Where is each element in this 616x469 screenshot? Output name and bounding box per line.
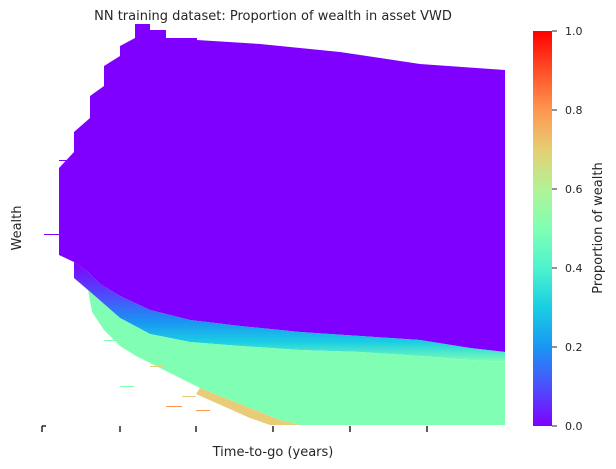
heatmap-streaks: [44, 28, 210, 411]
colorbar-tick-label: 0.0: [565, 420, 583, 433]
x-axis-label: Time-to-go (years): [212, 445, 334, 460]
heatmap-region-zero: [59, 24, 505, 352]
colorbar-tick-label: 0.8: [565, 104, 583, 117]
heatmap-region-orange: [196, 388, 300, 425]
colorbar-tick-label: 0.2: [565, 341, 583, 354]
x-axis: [41, 425, 428, 432]
colorbar-tick-label: 1.0: [565, 25, 583, 38]
y-axis-label: Wealth: [10, 205, 25, 250]
colorbar-label: Proportion of wealth: [591, 162, 606, 293]
heatmap-region-green: [88, 290, 505, 425]
heatmap: [44, 24, 505, 425]
colorbar-gradient: [533, 31, 552, 426]
colorbar-tick-label: 0.4: [565, 262, 583, 275]
colorbar-tick-label: 0.6: [565, 183, 583, 196]
heatmap-region-transition: [74, 262, 505, 362]
chart-title: NN training dataset: Proportion of wealt…: [94, 9, 452, 24]
colorbar: 0.0 0.2 0.4 0.6 0.8 1.0 Proportion of wealth: [533, 25, 606, 433]
